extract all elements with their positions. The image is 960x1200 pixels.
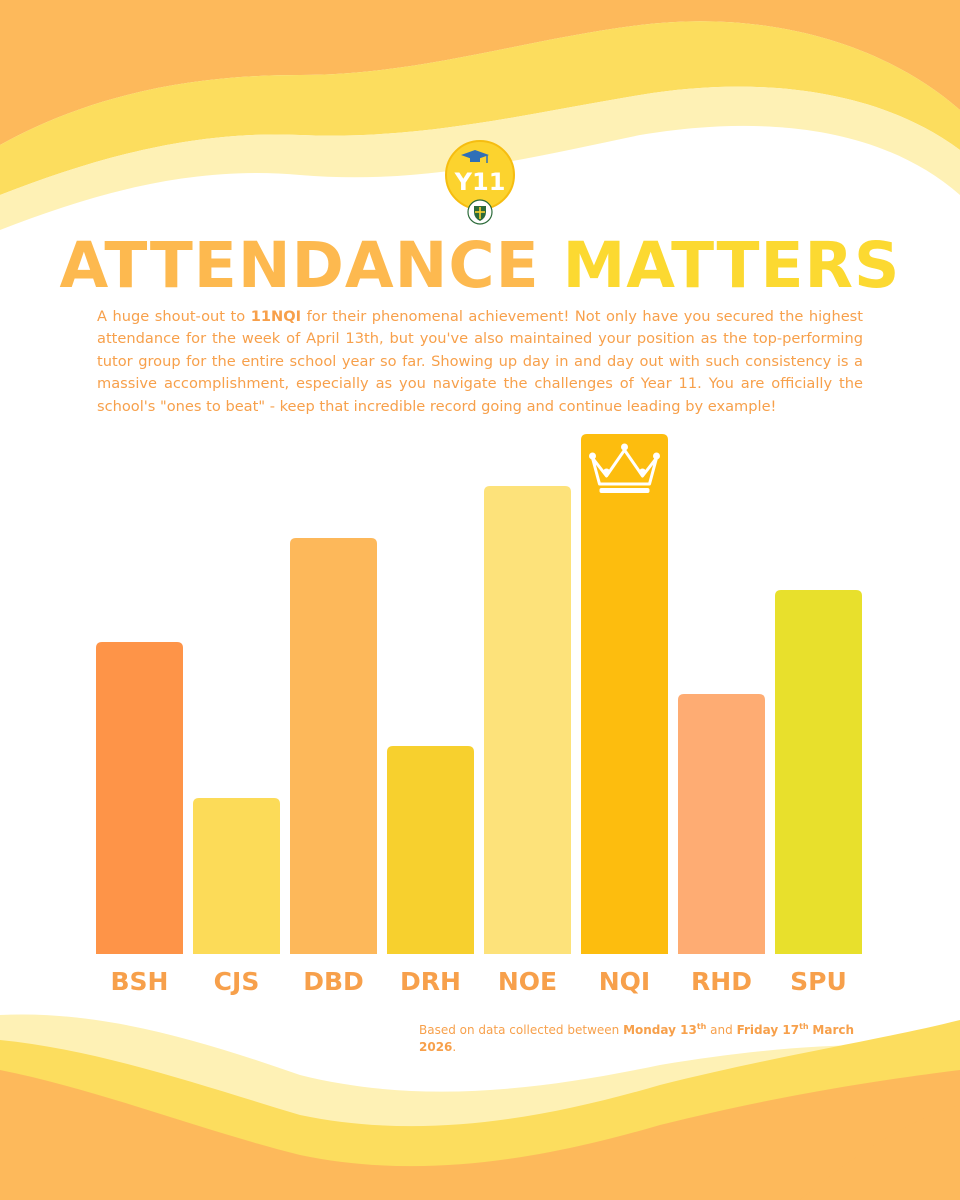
tick-label-nqi: NQI — [599, 967, 650, 996]
bar-nqi — [581, 434, 668, 954]
footnote-end-suffix: th — [799, 1022, 809, 1031]
bar-noe — [484, 486, 571, 954]
graduation-cap-icon — [461, 150, 489, 163]
school-crest-icon — [467, 199, 493, 225]
bar-spu — [775, 590, 862, 954]
tick-label-rhd: RHD — [691, 967, 752, 996]
bottom-right-wave-accent — [800, 1105, 960, 1200]
data-footnote: Based on data collected between Monday 1… — [419, 1018, 869, 1056]
intro-text-after: for their phenomenal achievement! Not on… — [97, 308, 864, 415]
top-wave-outer — [0, 0, 960, 145]
attendance-bar-chart: BSH CJS DBD DRH NOE NQI RHD SPU — [96, 434, 862, 996]
tick-label-dbd: DBD — [303, 967, 364, 996]
footnote-end-month: March 2026 — [419, 1023, 855, 1054]
intro-text-before: A huge shout-out to — [97, 308, 251, 325]
bar-bsh — [96, 642, 183, 954]
footnote-middle: and — [706, 1023, 737, 1037]
footnote-suffix: . — [452, 1040, 457, 1054]
bar-dbd — [290, 538, 377, 954]
crown-icon — [589, 443, 660, 493]
footnote-end-day: Friday 17 — [736, 1023, 800, 1037]
page-title: ATTENDANCE MATTERS — [0, 226, 960, 306]
bar-rhd — [678, 694, 765, 954]
bar-cjs — [193, 798, 280, 954]
footnote-start-suffix: th — [696, 1022, 707, 1031]
intro-group-name: 11NQI — [250, 308, 302, 325]
bar-drh — [387, 746, 474, 954]
title-matters: MATTERS — [562, 229, 901, 302]
tick-label-spu: SPU — [790, 967, 847, 996]
intro-paragraph: A huge shout-out to 11NQI for their phen… — [97, 306, 863, 418]
logo-text: Y11 — [454, 168, 506, 196]
y11-logo: Y11 — [445, 140, 515, 225]
tick-label-bsh: BSH — [111, 967, 169, 996]
bottom-wave-outer — [0, 1070, 960, 1200]
tick-label-drh: DRH — [400, 967, 461, 996]
tick-label-cjs: CJS — [214, 967, 260, 996]
footnote-start-day: Monday 13 — [623, 1023, 697, 1037]
title-attendance: ATTENDANCE — [59, 229, 540, 302]
footnote-prefix: Based on data collected between — [419, 1023, 624, 1037]
tick-label-noe: NOE — [498, 967, 557, 996]
top-wave-mid — [0, 21, 960, 195]
